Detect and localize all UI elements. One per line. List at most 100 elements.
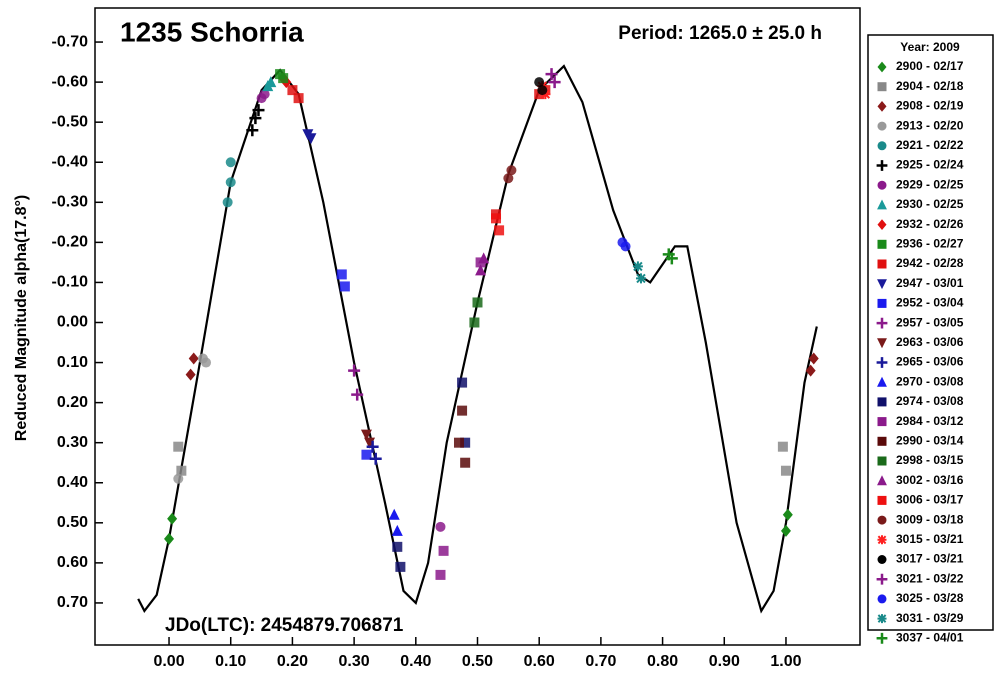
data-point [472,297,483,308]
legend-label: 2970 - 03/08 [896,374,964,388]
y-tick-label: -0.70 [52,33,89,50]
legend-marker [877,141,887,151]
legend-label: 3017 - 03/21 [896,552,964,566]
data-point [808,352,819,365]
legend-marker [877,555,887,564]
y-tick-label: 0.40 [57,474,88,491]
data-point [478,252,490,264]
x-tick-label: 0.30 [339,653,370,670]
y-tick-label: -0.50 [52,113,89,130]
data-point [435,569,446,580]
legend-label: 2936 - 02/27 [896,236,964,250]
legend-marker [877,101,887,112]
legend-marker [877,614,887,624]
legend-marker [877,239,887,249]
data-point [665,252,678,265]
x-tick-label: 0.40 [400,653,431,670]
data-point [460,457,471,468]
y-tick-label: -0.60 [52,73,89,90]
data-point [469,317,480,328]
legend-label: 2965 - 03/06 [896,355,964,369]
data-point [167,512,178,525]
legend-marker [877,376,887,387]
data-point [265,76,277,88]
data-point [503,173,514,184]
data-point [780,524,791,537]
legend-marker [877,61,887,73]
data-point [360,429,372,441]
y-tick-label: 0.50 [57,514,88,531]
legend-label: 2984 - 03/12 [896,414,964,428]
data-point [176,465,187,476]
legend-marker [877,199,887,210]
data-point [435,521,446,532]
data-point [348,364,361,377]
data-point [222,197,233,208]
data-point [620,241,631,252]
y-tick-label: -0.40 [52,153,89,170]
legend-label: 2947 - 03/01 [896,276,964,290]
data-point [351,388,364,401]
legend-label: 2974 - 03/08 [896,394,964,408]
legend-label: 2952 - 03/04 [896,296,964,310]
legend-marker [877,594,887,604]
annotation: JDo(LTC): 2454879.706871 [165,615,404,636]
data-point [395,561,406,572]
y-tick-label: -0.20 [52,234,89,251]
data-point [364,437,376,449]
chart-subtitle: Period: 1265.0 ± 25.0 h [618,23,822,44]
legend-marker [877,456,887,466]
y-tick-label: 0.10 [57,354,88,371]
data-point [249,112,262,125]
legend-marker [877,82,887,92]
legend-label: 2957 - 03/05 [896,315,964,329]
data-point [361,449,372,460]
data-point [540,89,551,100]
data-point [545,68,558,81]
legend-marker [877,298,887,308]
legend-marker [877,495,887,505]
data-point [534,89,545,100]
legend-marker [876,632,888,644]
x-tick-label: 0.70 [585,653,616,670]
legend-label: 3002 - 03/16 [896,473,964,487]
legend-label: 2900 - 02/17 [896,59,964,73]
y-tick-label: 0.30 [57,434,88,451]
data-point [780,465,791,476]
data-point [259,89,270,100]
fit-curve [137,64,818,614]
data-point [534,77,545,88]
data-point [287,85,298,96]
data-point [225,157,236,168]
legend-label: 2925 - 02/24 [896,158,964,172]
legend-label: 2998 - 03/15 [896,453,964,467]
y-axis-label: Reduced Magnitude alpha(17.8°) [13,195,30,441]
legend-marker [877,515,887,525]
data-point [246,124,259,137]
data-point [392,541,403,552]
data-point [438,545,449,556]
data-point [173,441,184,452]
legend-label: 2908 - 02/19 [896,99,964,113]
x-tick-label: 0.60 [524,653,555,670]
data-point [388,508,400,520]
y-tick-label: 0.60 [57,554,88,571]
x-tick-label: 0.20 [277,653,308,670]
x-tick-label: 0.80 [647,653,678,670]
data-point [506,165,517,176]
data-point [391,524,403,536]
x-tick-label: 0.00 [153,653,184,670]
x-tick-label: 0.50 [462,653,493,670]
data-point [460,437,471,448]
y-tick-label: -0.10 [52,274,89,291]
data-point [475,264,487,276]
data-point [336,269,347,280]
x-tick-label: 1.00 [770,653,801,670]
data-point [369,452,382,465]
data-point [777,441,788,452]
legend-marker [877,219,887,230]
data-point [339,281,350,292]
legend-label: 2942 - 02/28 [896,256,964,270]
legend-title: Year: 2009 [900,40,960,54]
